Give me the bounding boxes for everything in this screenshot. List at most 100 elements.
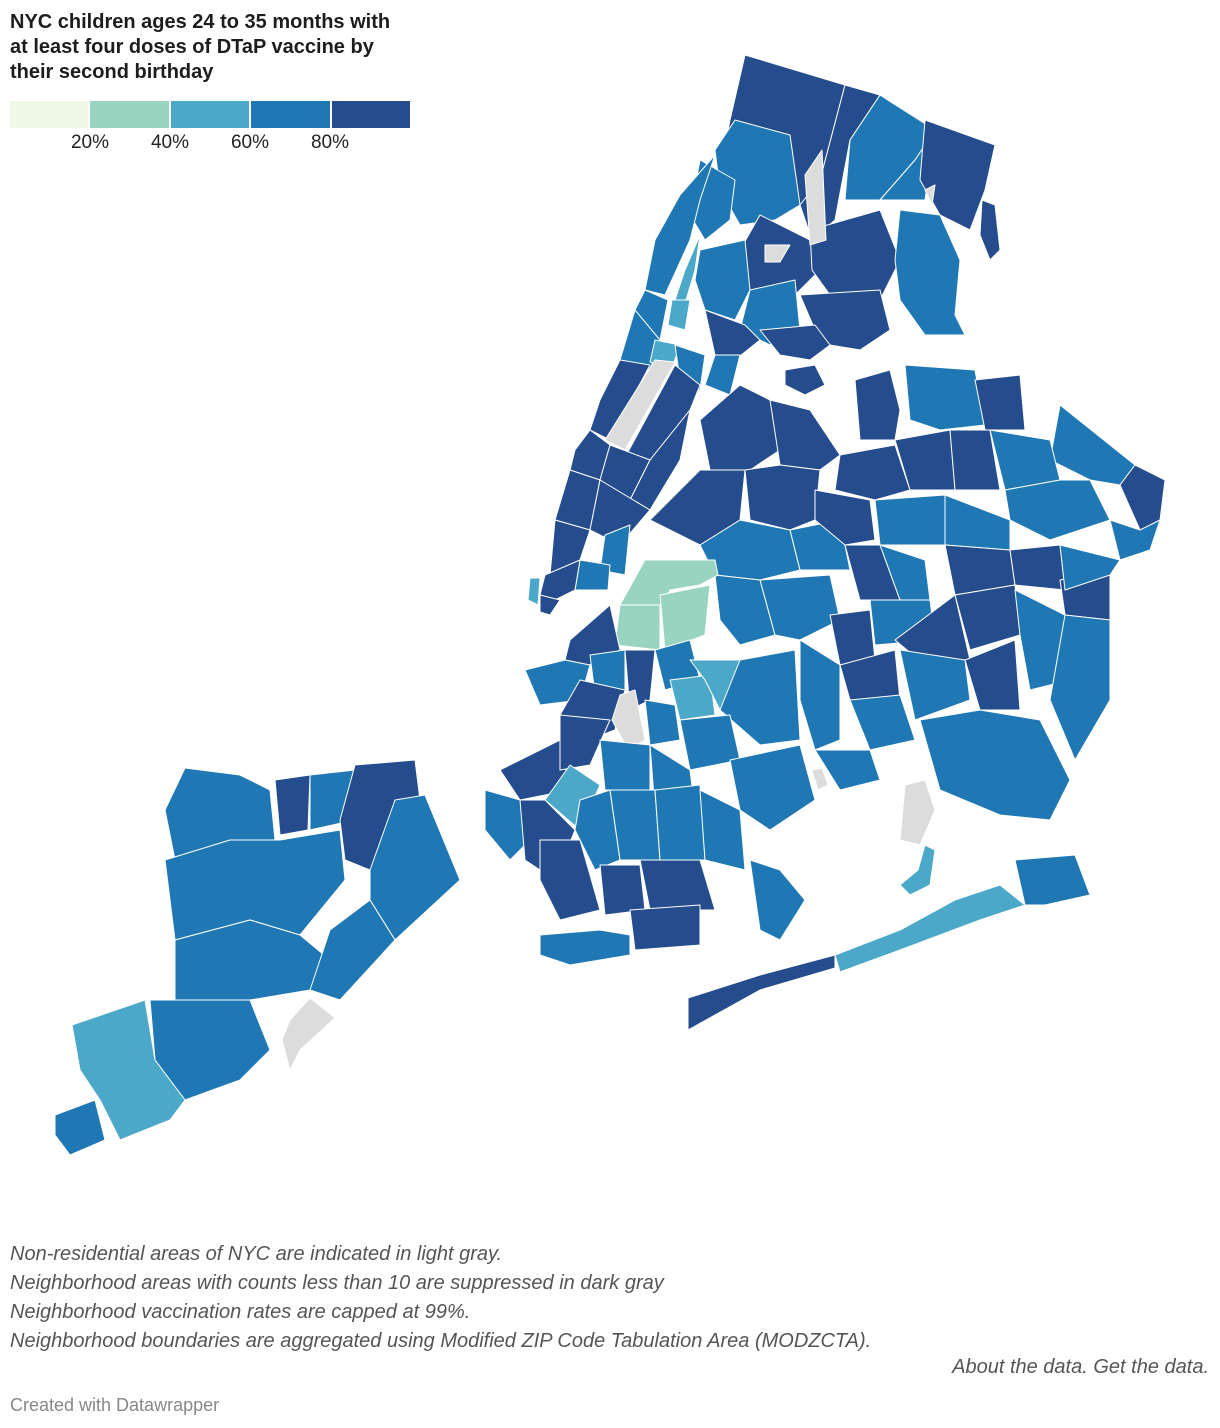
region-mott-haven[interactable] [704, 309, 761, 361]
region-flatlands[interactable] [654, 784, 706, 861]
legend-swatch-0-20 [10, 101, 89, 128]
region-bushwick-west[interactable] [669, 674, 716, 721]
region-battery-park[interactable] [527, 577, 541, 606]
region-broad-channel[interactable] [899, 844, 936, 896]
region-gravesend[interactable] [599, 864, 646, 916]
region-rockaway-central[interactable] [834, 884, 1026, 973]
region-queens-village[interactable] [1009, 544, 1066, 591]
region-williamsburg-south[interactable] [659, 584, 711, 651]
note-boundaries: Neighborhood boundaries are aggregated u… [10, 1330, 872, 1352]
nonres-bronx-park [764, 244, 791, 263]
region-woodhaven[interactable] [799, 639, 841, 751]
region-rosedale[interactable] [1049, 614, 1111, 761]
region-flushing[interactable] [834, 444, 911, 501]
region-jfk-vicinity[interactable] [919, 709, 1071, 821]
chart-title: NYC children ages 24 to 35 months with a… [10, 11, 391, 83]
nonres-pelham-bay [924, 184, 936, 206]
footnotes: Non-residential areas of NYC are indicat… [10, 1240, 1210, 1356]
region-east-elmhurst[interactable] [744, 464, 821, 531]
region-little-neck[interactable] [1049, 404, 1136, 486]
region-co-op-city[interactable] [919, 119, 996, 231]
about-data-link[interactable]: About the data. [952, 1356, 1088, 1378]
region-fresh-meadows[interactable] [874, 494, 946, 546]
data-links: About the data. Get the data. [952, 1356, 1209, 1379]
region-west-brighton[interactable] [274, 774, 311, 836]
brooklyn [484, 559, 816, 966]
region-midtown-east[interactable] [629, 409, 691, 511]
region-kew-gardens[interactable] [829, 609, 876, 666]
region-pleasant-plains[interactable] [54, 1099, 106, 1156]
region-windsor-terrace[interactable] [559, 714, 611, 771]
note-suppressed: Neighborhood areas with counts less than… [10, 1272, 664, 1294]
region-financial-district[interactable] [539, 594, 561, 616]
region-auburndale[interactable] [949, 429, 1001, 491]
nonres-fresh-kills [281, 997, 336, 1071]
region-springfield-gardens[interactable] [964, 639, 1021, 711]
region-astoria[interactable] [699, 384, 781, 471]
region-university-heights[interactable] [694, 239, 751, 321]
region-floral-park[interactable] [1059, 544, 1121, 591]
region-hamilton-heights[interactable] [667, 299, 691, 331]
bronx [689, 54, 1001, 396]
region-manhattan-beach[interactable] [629, 904, 701, 951]
manhattan [527, 154, 716, 616]
region-marine-park[interactable] [699, 789, 746, 871]
region-east-new-york[interactable] [719, 649, 801, 746]
nonres-van-cortlandt [804, 149, 827, 246]
region-lower-east-side[interactable] [599, 524, 631, 576]
region-far-rockaway[interactable] [1014, 854, 1091, 906]
region-middle-village[interactable] [759, 574, 841, 641]
legend-bar [10, 101, 411, 128]
nyc-choropleth-map [54, 54, 1166, 1156]
region-corona[interactable] [814, 489, 876, 546]
nonres-jfk-airport [899, 779, 936, 846]
nonres-central-park [604, 359, 676, 451]
region-south-ozone-park[interactable] [849, 694, 916, 751]
legend-swatch-40-60 [170, 101, 250, 128]
color-legend: 20% 40% 60% 80% [10, 101, 411, 156]
region-east-village[interactable] [574, 559, 611, 591]
region-bensonhurst[interactable] [539, 839, 601, 921]
nonres-queens-small [811, 767, 829, 791]
credit: Created with Datawrapper [10, 1395, 219, 1416]
region-flatbush[interactable] [599, 739, 651, 791]
region-rikers-island[interactable] [784, 364, 826, 396]
region-crown-heights[interactable] [644, 699, 681, 746]
region-ridgewood[interactable] [714, 574, 776, 646]
legend-label-60: 60% [230, 132, 270, 153]
queens [649, 364, 1166, 1031]
region-hunts-point[interactable] [759, 324, 831, 361]
region-soho-tribeca[interactable] [539, 559, 581, 601]
region-tottenville[interactable] [71, 999, 186, 1141]
region-college-point[interactable] [854, 369, 901, 441]
region-city-island[interactable] [979, 199, 1001, 261]
note-nonresidential: Non-residential areas of NYC are indicat… [10, 1243, 503, 1265]
region-bayside-north[interactable] [974, 374, 1026, 431]
region-sheepshead-bay[interactable] [639, 859, 716, 911]
region-great-kills[interactable] [309, 899, 396, 1001]
region-williamsburg-north[interactable] [614, 604, 661, 651]
region-upper-west-side[interactable] [589, 359, 651, 441]
region-jackson-heights[interactable] [769, 399, 841, 471]
get-data-link[interactable]: Get the data. [1093, 1356, 1209, 1378]
legend-swatch-20-40 [90, 101, 169, 128]
region-inwood[interactable] [644, 154, 716, 296]
region-canarsie[interactable] [729, 744, 816, 831]
region-whitestone[interactable] [904, 364, 986, 431]
legend-label-40: 40% [150, 132, 190, 153]
legend-labels: 20% 40% 60% 80% [10, 132, 410, 156]
region-howard-beach[interactable] [814, 749, 881, 791]
region-throgs-neck[interactable] [894, 209, 966, 336]
datawrapper-credit-link[interactable]: Created with Datawrapper [10, 1395, 220, 1415]
region-oakland-gardens[interactable] [1004, 479, 1111, 541]
region-bergen-beach[interactable] [749, 859, 806, 941]
region-coney-island[interactable] [539, 929, 631, 966]
region-hollis-hills[interactable] [944, 494, 1011, 551]
legend-swatch-80-100 [331, 101, 411, 128]
note-capped: Neighborhood vaccination rates are cappe… [10, 1301, 471, 1323]
region-rockaway-west[interactable] [687, 954, 836, 1031]
region-bellerose[interactable] [1109, 519, 1161, 561]
region-bayside[interactable] [989, 429, 1061, 491]
legend-label-80: 80% [310, 132, 350, 153]
region-south-jamaica[interactable] [899, 649, 971, 721]
